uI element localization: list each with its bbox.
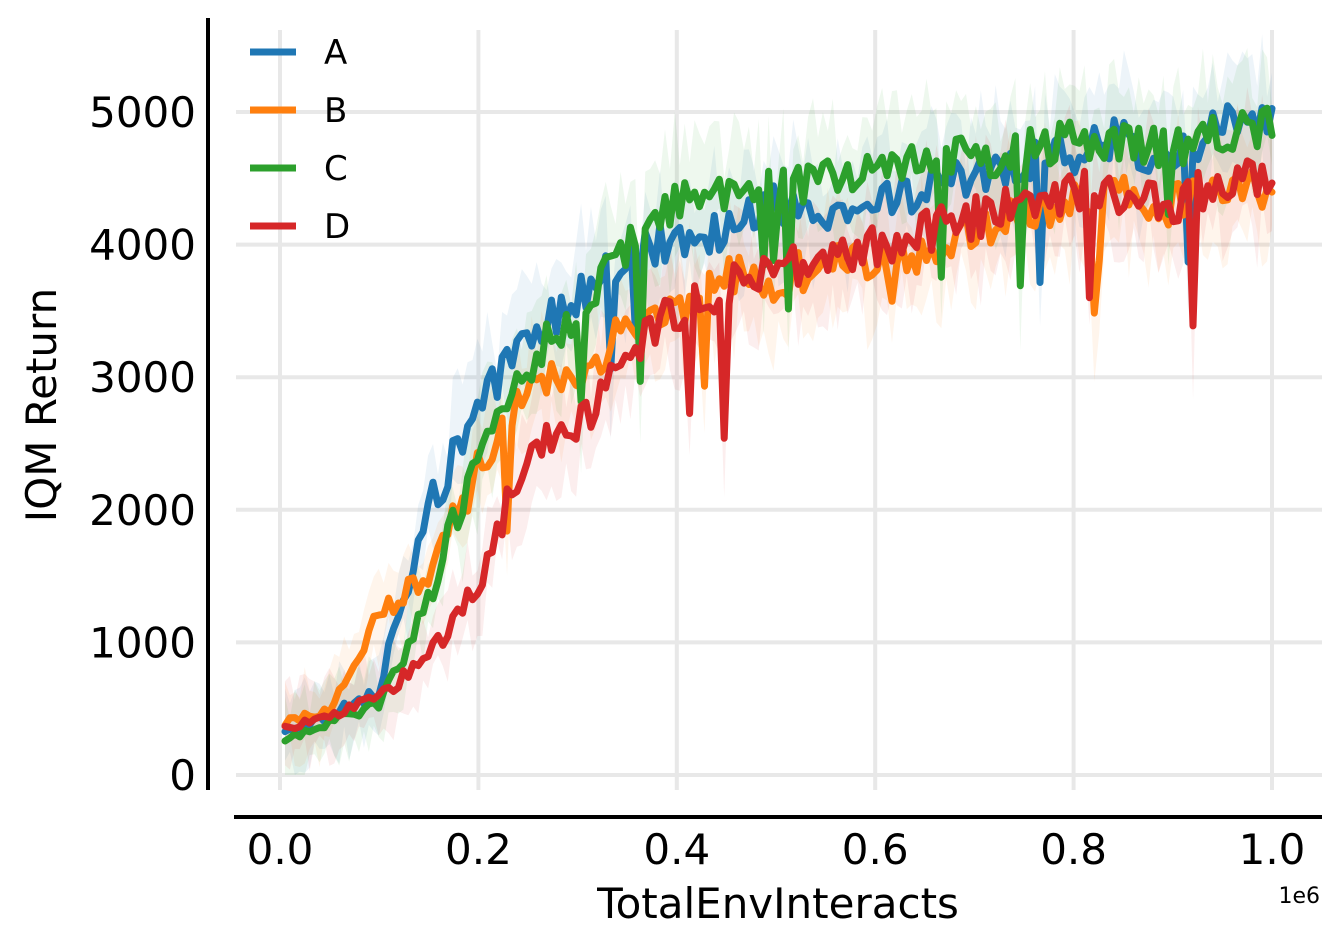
y-tick-label: 2000 xyxy=(89,486,196,535)
x-axis-title: TotalEnvInteracts xyxy=(596,879,959,928)
y-tick-label: 0 xyxy=(169,751,196,800)
y-axis-title: IQM Return xyxy=(17,288,66,522)
legend-label-A: A xyxy=(324,33,347,73)
x-tick-label: 0.6 xyxy=(842,825,909,874)
x-tick-label: 0.4 xyxy=(643,825,710,874)
series-line-C xyxy=(281,104,1276,745)
y-tick-labels: 0 1000 2000 3000 4000 5000 xyxy=(89,88,196,800)
x-tick-label: 0.8 xyxy=(1040,825,1107,874)
y-tick-label: 5000 xyxy=(89,88,196,137)
legend-label-B: B xyxy=(324,91,347,131)
x-tick-label: 0.2 xyxy=(445,825,512,874)
x-tick-label: 0.0 xyxy=(247,825,314,874)
grid xyxy=(236,30,1322,790)
x-axis-offset-label: 1e6 xyxy=(1278,884,1320,909)
series-lines xyxy=(281,102,1276,745)
y-tick-label: 3000 xyxy=(89,353,196,402)
x-tick-labels: 0.0 0.2 0.4 0.6 0.8 1.0 xyxy=(247,825,1306,874)
series-line-D xyxy=(281,157,1276,732)
x-tick-label: 1.0 xyxy=(1239,825,1306,874)
legend-label-C: C xyxy=(324,149,348,189)
y-tick-label: 1000 xyxy=(89,618,196,667)
y-tick-label: 4000 xyxy=(89,221,196,270)
legend-label-D: D xyxy=(324,207,350,247)
